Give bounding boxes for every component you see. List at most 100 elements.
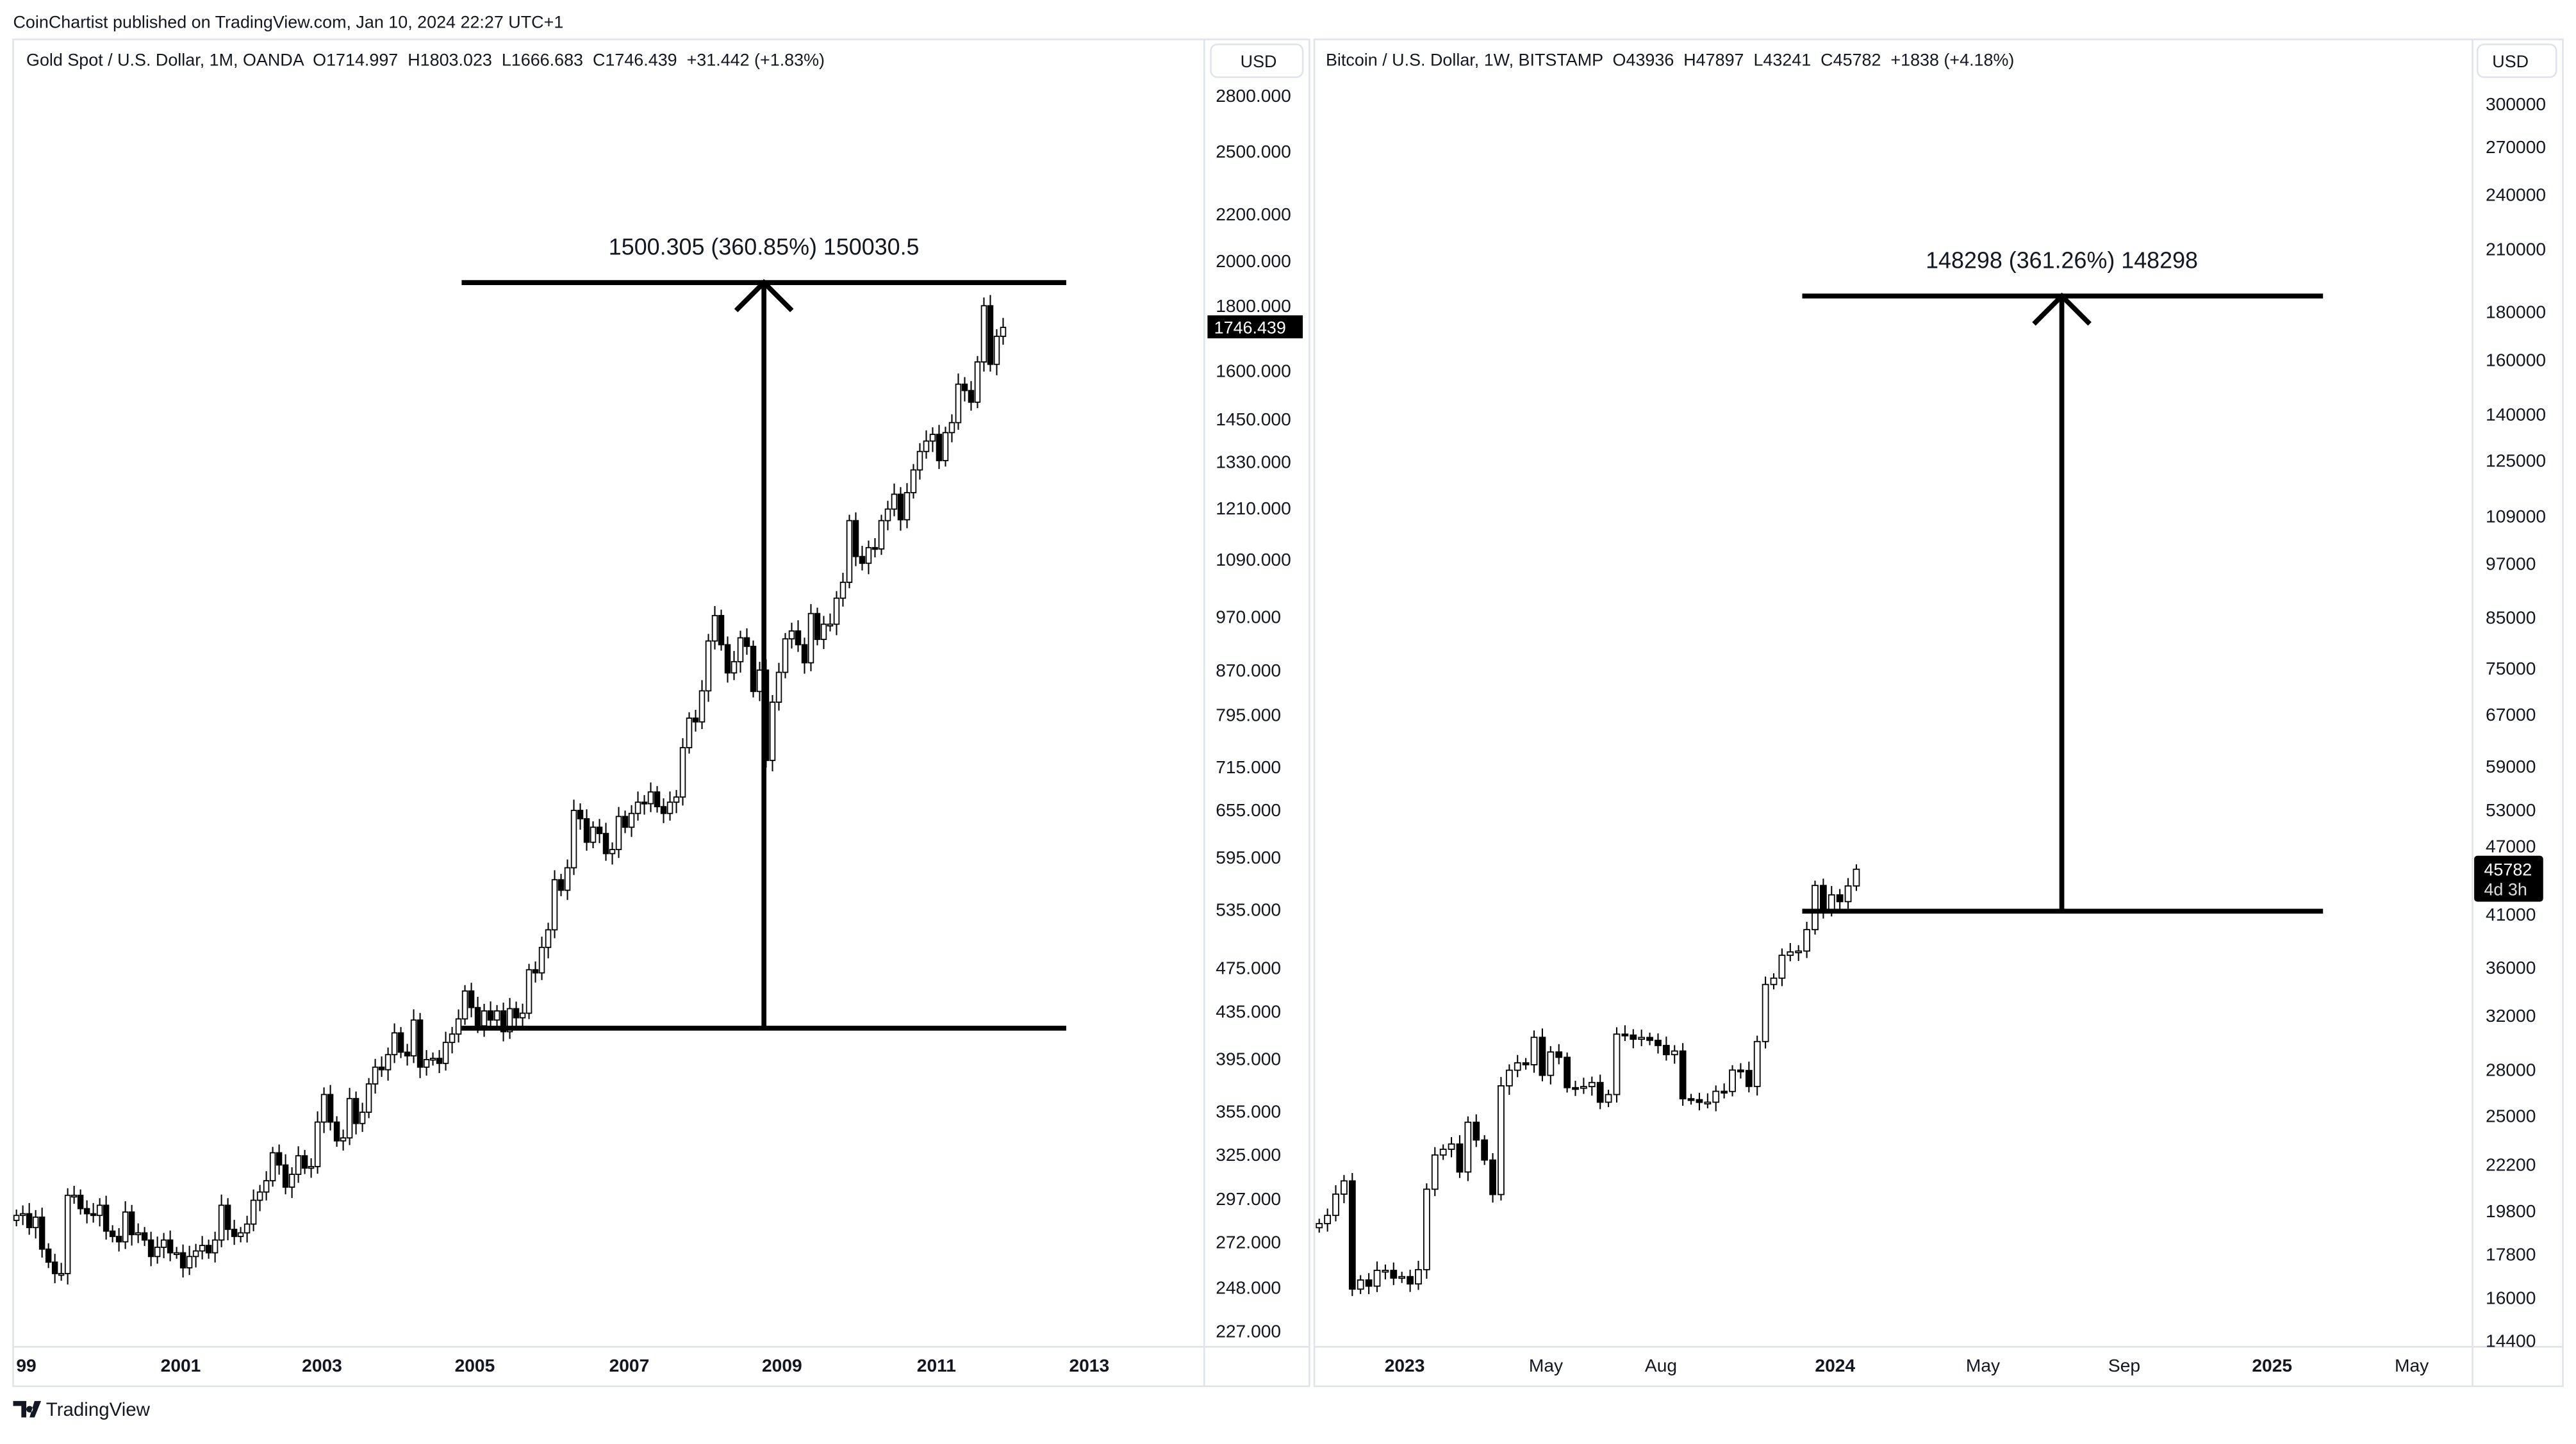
price-tick-label: 240000 <box>2486 185 2546 205</box>
candle <box>846 514 853 589</box>
candle-body-up <box>493 1010 500 1021</box>
candle <box>340 1129 347 1151</box>
candle <box>634 791 641 821</box>
candle <box>782 633 789 678</box>
price-tick-label: 140000 <box>2486 404 2546 424</box>
candle-body-down <box>474 1006 481 1027</box>
candle <box>692 710 699 732</box>
candle <box>884 500 891 530</box>
candle <box>154 1236 161 1264</box>
candle <box>1853 864 1860 891</box>
candle <box>77 1189 84 1215</box>
candle <box>1596 1074 1604 1110</box>
candle-body-up <box>19 1213 26 1217</box>
bitcoin-time-axis[interactable]: 2023 May Aug 2024 May Sep 2025 May <box>1385 1355 2429 1375</box>
candle-body-up <box>1704 1101 1712 1104</box>
time-tick-label: 2013 <box>1069 1355 1109 1375</box>
candle <box>1481 1135 1489 1165</box>
bitcoin-pane-border <box>1313 38 2564 1388</box>
candle-body-down <box>128 1211 135 1236</box>
candle <box>70 1185 78 1204</box>
gold-current-price: 1746.439 <box>1214 318 1286 337</box>
candle <box>384 1047 392 1081</box>
candle-body-up <box>1770 977 1778 985</box>
candle-body-up <box>481 1010 488 1027</box>
candle-body-down <box>859 555 866 564</box>
candle-body-up <box>295 1155 302 1176</box>
gold-price-axis[interactable]: 2800.000 2500.000 2200.000 2000.000 1800.000… <box>1216 85 1291 1341</box>
candle <box>199 1236 206 1259</box>
candle-body-up <box>256 1191 263 1201</box>
bitcoin-candles <box>1316 864 1860 1297</box>
candle <box>173 1247 180 1259</box>
candle <box>1572 1081 1579 1096</box>
tradingview-logo-icon <box>13 1400 42 1418</box>
price-tick-label: 1600.000 <box>1216 361 1291 381</box>
time-tick-label: May <box>2395 1355 2429 1375</box>
candle-body-up <box>846 520 853 583</box>
candle <box>923 430 930 459</box>
candle <box>647 782 654 812</box>
candle <box>1464 1116 1472 1181</box>
candle-body-up <box>372 1066 379 1085</box>
candle <box>282 1154 289 1195</box>
gold-time-axis[interactable]: 99 2001 2003 2005 2007 2009 2011 2013 <box>16 1355 1109 1375</box>
gold-currency-button[interactable] <box>1210 43 1304 78</box>
candle-body-up <box>698 690 706 723</box>
candle-body-down <box>352 1097 359 1124</box>
candle-body-up <box>737 637 744 662</box>
candle-body-up <box>410 1019 417 1057</box>
bitcoin-price-axis[interactable]: 300000 270000 240000 210000 180000 160000 1400… <box>2486 94 2546 1351</box>
candle-body-down <box>1564 1056 1571 1088</box>
candle <box>1621 1025 1629 1041</box>
candle-body-up <box>782 638 789 673</box>
candle-body-up <box>1423 1188 1430 1270</box>
candle-body-up <box>711 614 718 642</box>
candle-body-down <box>205 1245 212 1254</box>
candle <box>654 786 661 813</box>
candle-body-up <box>359 1112 366 1124</box>
candle-body-up <box>564 867 571 891</box>
candle <box>244 1215 251 1243</box>
candle-body-up <box>58 1273 65 1276</box>
candle <box>1679 1043 1687 1106</box>
candle <box>1373 1261 1381 1292</box>
candle-body-up <box>993 336 1000 365</box>
candle <box>1836 889 1844 911</box>
measure-label: 1500.305 (360.85%) 150030.5 <box>609 234 920 260</box>
candle <box>955 373 962 430</box>
tradingview-logo[interactable]: TradingView <box>13 1399 151 1420</box>
candle <box>1638 1030 1646 1047</box>
candle-body-down <box>1555 1051 1563 1058</box>
gold-pane[interactable]: Gold Spot / U.S. Dollar, 1M, OANDA O1714… <box>12 38 1310 1388</box>
bitcoin-currency-button[interactable] <box>2476 43 2557 78</box>
candle-body-up <box>461 990 468 1020</box>
candle-body-up <box>1382 1270 1389 1273</box>
candle <box>910 464 917 499</box>
candle-body-up <box>1324 1215 1332 1224</box>
candle-body-up <box>1415 1268 1422 1285</box>
candle-body-down <box>750 646 757 693</box>
bitcoin-measure-tool[interactable]: 148298 (361.26%) 148298 <box>1802 247 2324 914</box>
bitcoin-currency-label: USD <box>2492 52 2529 71</box>
candle <box>1671 1045 1678 1064</box>
candle <box>1382 1264 1389 1280</box>
candle-body-up <box>609 849 616 855</box>
candle-body-up <box>705 640 712 692</box>
bitcoin-pane[interactable]: Bitcoin / U.S. Dollar, 1W, BITSTAMP O439… <box>1313 38 2564 1388</box>
candle <box>795 620 802 652</box>
candle-body-down <box>718 614 725 646</box>
candle-body-down <box>487 1010 494 1021</box>
candle <box>827 613 834 632</box>
candle <box>673 790 680 814</box>
candle <box>564 859 571 900</box>
candle <box>737 630 744 673</box>
candle <box>750 640 757 698</box>
gold-measure-tool[interactable]: 1500.305 (360.85%) 150030.5 <box>461 234 1066 1031</box>
candle-body-up <box>916 450 923 471</box>
candle-body-up <box>1762 983 1769 1042</box>
candle-body-up <box>769 701 776 761</box>
candle <box>506 997 513 1039</box>
candle <box>993 329 1000 375</box>
